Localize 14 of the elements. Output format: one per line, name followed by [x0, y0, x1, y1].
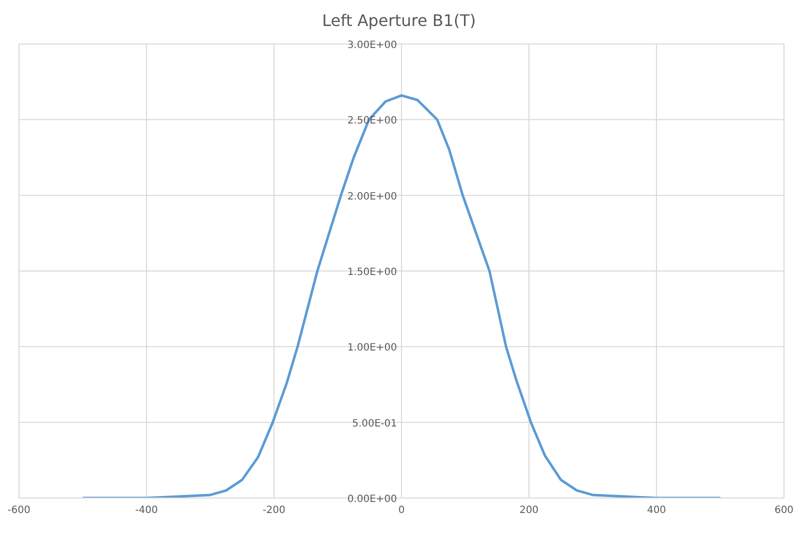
x-tick-label: 200 — [519, 505, 539, 516]
x-tick-label: 0 — [398, 505, 405, 516]
y-tick-label: 0.00E+00 — [347, 494, 397, 505]
y-tick-label: 5.00E-01 — [352, 418, 397, 430]
y-tick-label: 3.00E+00 — [347, 40, 397, 51]
x-tick-label: 600 — [774, 505, 794, 516]
y-tick-label: 1.00E+00 — [347, 342, 397, 354]
x-tick-label: 400 — [646, 505, 666, 516]
x-tick-label: -400 — [135, 505, 158, 516]
y-tick-label: 2.00E+00 — [347, 191, 397, 202]
x-tick-label: -600 — [8, 505, 30, 516]
x-tick-label: -200 — [262, 505, 286, 516]
chart-title: Left Aperture B1(T) — [322, 11, 476, 30]
y-tick-label: 1.50E+00 — [347, 267, 397, 278]
